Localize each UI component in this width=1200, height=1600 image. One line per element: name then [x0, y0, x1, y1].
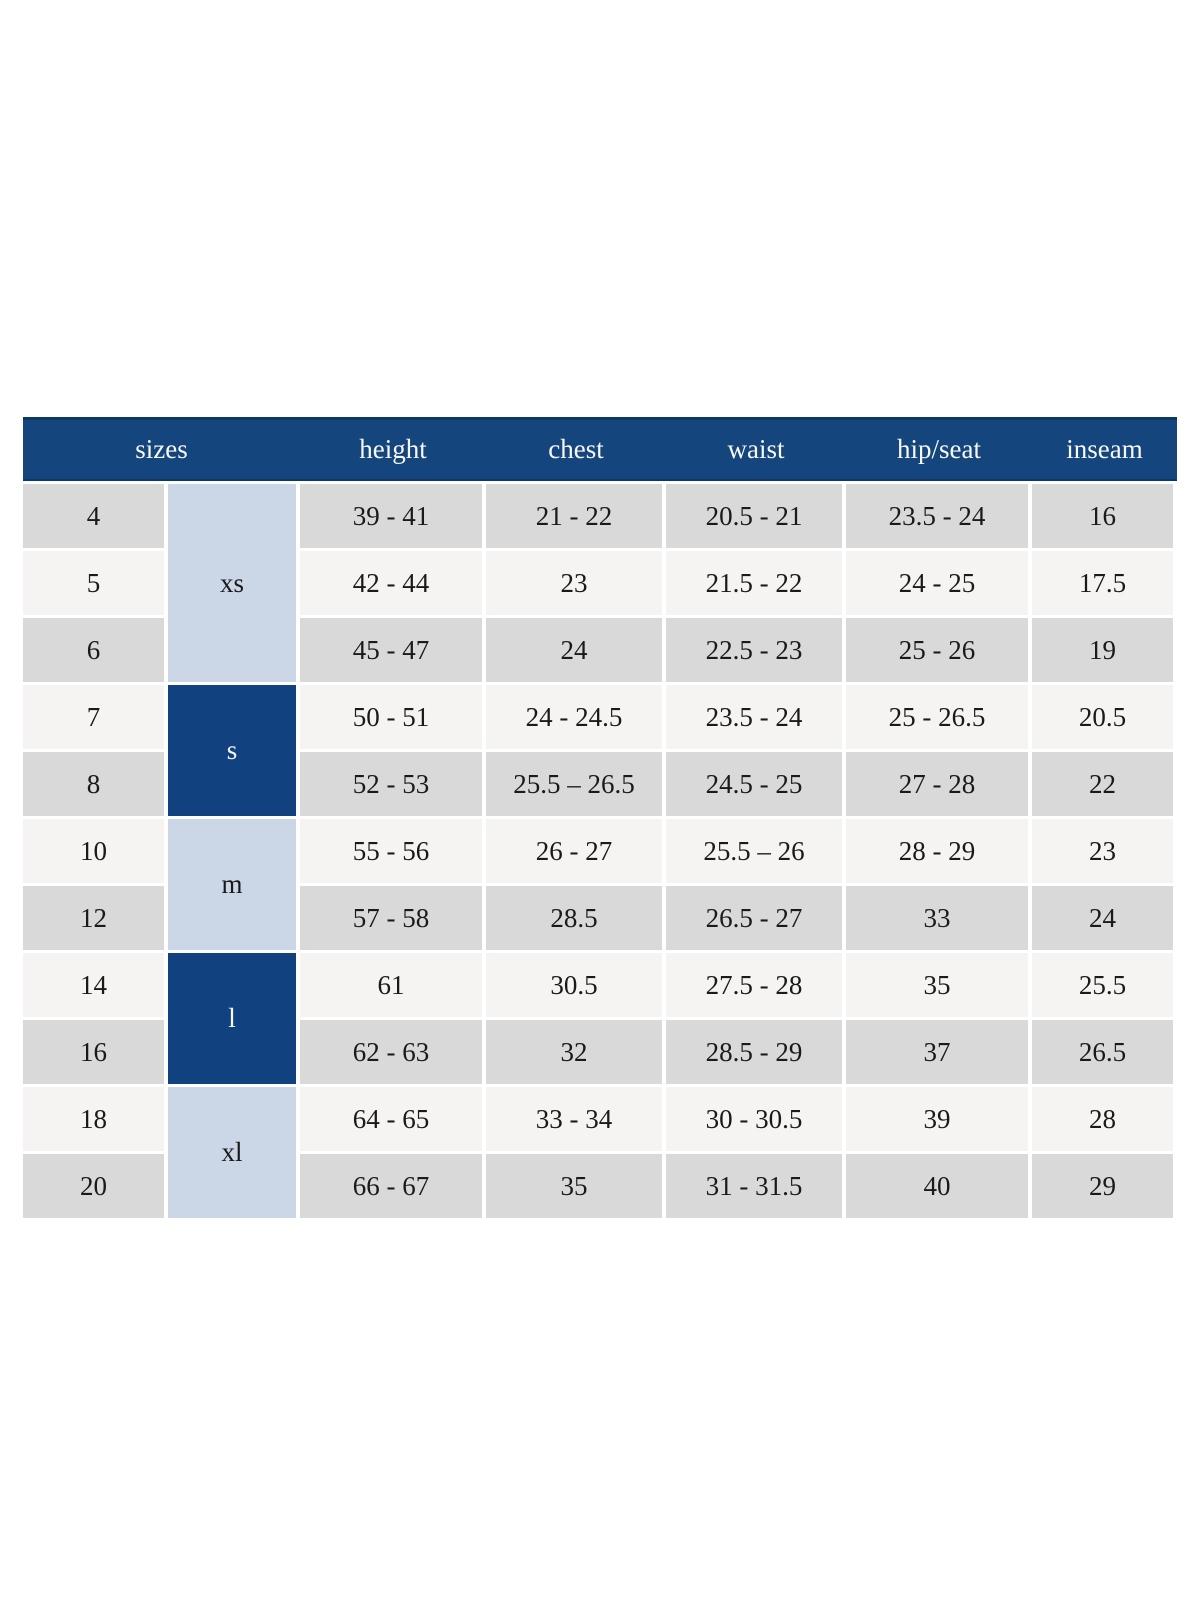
- cell-height: 45 - 47: [300, 618, 486, 685]
- cell-inseam: 19: [1032, 618, 1177, 685]
- cell-inseam: 24: [1032, 886, 1177, 953]
- cell-chest: 24 - 24.5: [486, 685, 666, 752]
- cell-height: 57 - 58: [300, 886, 486, 953]
- size-group-s: s: [168, 685, 300, 819]
- column-header-waist: waist: [727, 434, 785, 464]
- size-chart-table: sizes height chest waist hip/seat inseam…: [23, 417, 1177, 1221]
- cell-size: 5: [23, 551, 168, 618]
- column-header-chest: chest: [548, 434, 604, 464]
- cell-waist: 31 - 31.5: [666, 1154, 846, 1221]
- cell-inseam: 29: [1032, 1154, 1177, 1221]
- cell-chest: 32: [486, 1020, 666, 1087]
- cell-chest: 33 - 34: [486, 1087, 666, 1154]
- cell-hip-seat: 33: [846, 886, 1032, 953]
- cell-size: 8: [23, 752, 168, 819]
- table-body: xs s m l xl 4 39 - 41 21 - 22 20.5 - 21 …: [23, 484, 1177, 1221]
- cell-size: 7: [23, 685, 168, 752]
- cell-hip-seat: 37: [846, 1020, 1032, 1087]
- cell-waist: 28.5 - 29: [666, 1020, 846, 1087]
- cell-waist: 22.5 - 23: [666, 618, 846, 685]
- cell-chest: 26 - 27: [486, 819, 666, 886]
- cell-height: 39 - 41: [300, 484, 486, 551]
- cell-height: 62 - 63: [300, 1020, 486, 1087]
- size-group-xl: xl: [168, 1087, 300, 1221]
- cell-inseam: 16: [1032, 484, 1177, 551]
- cell-waist: 23.5 - 24: [666, 685, 846, 752]
- cell-chest: 21 - 22: [486, 484, 666, 551]
- cell-inseam: 20.5: [1032, 685, 1177, 752]
- cell-hip-seat: 35: [846, 953, 1032, 1020]
- cell-hip-seat: 39: [846, 1087, 1032, 1154]
- cell-waist: 21.5 - 22: [666, 551, 846, 618]
- column-header-inseam: inseam: [1066, 434, 1143, 464]
- cell-inseam: 26.5: [1032, 1020, 1177, 1087]
- cell-chest: 35: [486, 1154, 666, 1221]
- cell-size: 4: [23, 484, 168, 551]
- cell-chest: 30.5: [486, 953, 666, 1020]
- cell-height: 61: [300, 953, 486, 1020]
- cell-waist: 27.5 - 28: [666, 953, 846, 1020]
- table-header-row: sizes height chest waist hip/seat inseam: [23, 417, 1177, 481]
- cell-hip-seat: 24 - 25: [846, 551, 1032, 618]
- cell-waist: 24.5 - 25: [666, 752, 846, 819]
- cell-hip-seat: 23.5 - 24: [846, 484, 1032, 551]
- cell-inseam: 28: [1032, 1087, 1177, 1154]
- cell-inseam: 17.5: [1032, 551, 1177, 618]
- cell-size: 10: [23, 819, 168, 886]
- cell-size: 6: [23, 618, 168, 685]
- cell-height: 50 - 51: [300, 685, 486, 752]
- cell-size: 18: [23, 1087, 168, 1154]
- cell-hip-seat: 28 - 29: [846, 819, 1032, 886]
- cell-inseam: 22: [1032, 752, 1177, 819]
- cell-chest: 24: [486, 618, 666, 685]
- cell-hip-seat: 25 - 26.5: [846, 685, 1032, 752]
- column-header-hip-seat: hip/seat: [897, 434, 981, 464]
- column-header-sizes: sizes: [135, 434, 188, 464]
- column-header-height: height: [359, 434, 427, 464]
- cell-height: 42 - 44: [300, 551, 486, 618]
- cell-inseam: 23: [1032, 819, 1177, 886]
- cell-hip-seat: 27 - 28: [846, 752, 1032, 819]
- cell-chest: 28.5: [486, 886, 666, 953]
- cell-waist: 30 - 30.5: [666, 1087, 846, 1154]
- cell-size: 14: [23, 953, 168, 1020]
- cell-height: 66 - 67: [300, 1154, 486, 1221]
- cell-size: 16: [23, 1020, 168, 1087]
- cell-waist: 20.5 - 21: [666, 484, 846, 551]
- cell-size: 20: [23, 1154, 168, 1221]
- size-group-l: l: [168, 953, 300, 1087]
- cell-hip-seat: 25 - 26: [846, 618, 1032, 685]
- cell-hip-seat: 40: [846, 1154, 1032, 1221]
- cell-height: 55 - 56: [300, 819, 486, 886]
- cell-chest: 25.5 – 26.5: [486, 752, 666, 819]
- cell-waist: 26.5 - 27: [666, 886, 846, 953]
- cell-waist: 25.5 – 26: [666, 819, 846, 886]
- cell-height: 52 - 53: [300, 752, 486, 819]
- size-group-m: m: [168, 819, 300, 953]
- cell-inseam: 25.5: [1032, 953, 1177, 1020]
- cell-chest: 23: [486, 551, 666, 618]
- cell-size: 12: [23, 886, 168, 953]
- cell-height: 64 - 65: [300, 1087, 486, 1154]
- size-group-xs: xs: [168, 484, 300, 685]
